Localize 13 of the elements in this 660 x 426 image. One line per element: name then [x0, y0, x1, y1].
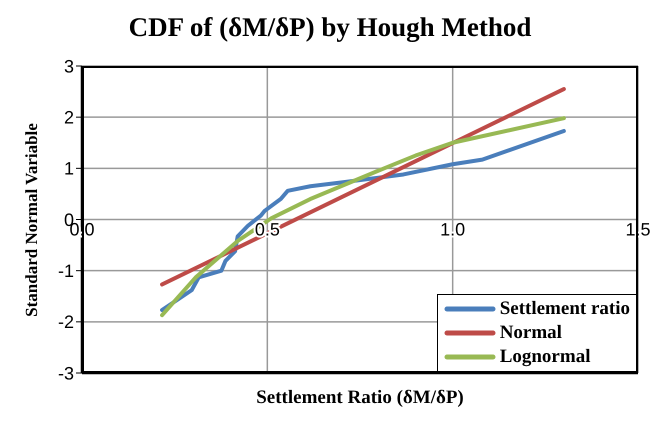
y-tick-label: 1	[64, 158, 74, 179]
y-tick-label: 2	[64, 108, 74, 128]
x-tick-label: 1.0	[440, 220, 466, 240]
y-tick-label: 3	[64, 56, 74, 76]
y-tick-label: -1	[58, 261, 74, 282]
legend-label: Normal	[500, 322, 562, 344]
x-axis-title: Settlement Ratio (δM/δP)	[255, 387, 465, 409]
y-tick-label: -2	[58, 312, 74, 332]
legend-label: Lognormal	[500, 346, 590, 368]
legend-label: Settlement ratio	[500, 298, 630, 320]
y-axis-title: Standard Normal Variable	[22, 122, 42, 316]
chart-title: CDF of (δM/δP) by Hough Method	[128, 12, 532, 43]
y-tick-label: -3	[58, 363, 74, 384]
